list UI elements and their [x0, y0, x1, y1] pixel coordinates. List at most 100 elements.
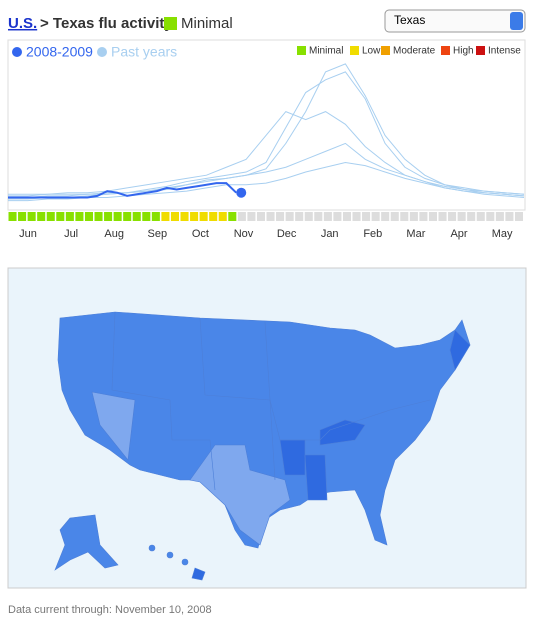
activity-week — [323, 212, 332, 221]
us-mainland — [57, 311, 471, 549]
current-point — [236, 187, 247, 198]
month-label: Mar — [406, 228, 425, 240]
activity-week — [151, 212, 160, 221]
month-label: Jan — [321, 228, 339, 240]
hawaii — [181, 558, 189, 566]
chart: 2008-2009 Past years Minimal Low Moderate Hig… — [8, 44, 525, 240]
activity-swatch — [350, 46, 359, 55]
activity-week — [457, 212, 466, 221]
activity-week — [428, 212, 437, 221]
past-year-line — [8, 161, 525, 202]
legend-label: Past years — [111, 44, 177, 60]
activity-week — [314, 212, 323, 221]
activity-week — [27, 212, 36, 221]
activity-week — [142, 212, 151, 221]
activity-week — [190, 212, 199, 221]
activity-week — [84, 212, 93, 221]
activity-week — [161, 212, 170, 221]
activity-week — [409, 212, 418, 221]
nevada — [91, 391, 136, 461]
activity-week — [180, 212, 189, 221]
month-label: Sep — [148, 228, 168, 240]
activity-week — [362, 212, 371, 221]
select-arrow — [510, 12, 523, 30]
activity-week — [237, 212, 246, 221]
status-swatch — [164, 17, 177, 30]
legend-dot — [97, 47, 107, 57]
month-label: Nov — [234, 228, 254, 240]
activity-week — [94, 212, 103, 221]
past-year-line — [8, 63, 525, 197]
activity-week — [113, 212, 122, 221]
activity-swatch — [381, 46, 390, 55]
us-link[interactable]: U.S. — [8, 15, 37, 32]
month-label: Aug — [104, 228, 124, 240]
activity-week — [495, 212, 504, 221]
activity-week — [218, 212, 227, 221]
activity-week — [486, 212, 495, 221]
activity-week — [514, 212, 523, 221]
activity-week — [104, 212, 113, 221]
texas — [189, 444, 291, 546]
activity-week — [247, 212, 256, 221]
month-label: Jun — [19, 228, 37, 240]
current-line — [8, 182, 237, 199]
activity-week — [256, 212, 265, 221]
activity-label: Low — [362, 46, 381, 57]
hawaii — [148, 544, 156, 552]
month-label: Jul — [64, 228, 78, 240]
activity-week — [476, 212, 485, 221]
month-label: Apr — [450, 228, 467, 240]
hawaii — [166, 551, 174, 559]
month-label: Oct — [192, 228, 209, 240]
activity-label: Intense — [488, 46, 521, 57]
activity-week — [438, 212, 447, 221]
state-borders — [199, 317, 431, 441]
past-year-line — [8, 142, 525, 200]
month-label: May — [492, 228, 513, 240]
past-year-line — [8, 71, 525, 198]
activity-week — [276, 212, 285, 221]
map — [54, 311, 471, 581]
activity-week — [381, 212, 390, 221]
activity-week — [304, 212, 313, 221]
maine — [449, 329, 471, 371]
activity-week — [18, 212, 27, 221]
activity-label: Moderate — [393, 46, 436, 57]
activity-week — [65, 212, 74, 221]
activity-swatch — [297, 46, 306, 55]
footer: Data current through: November 10, 2008 — [8, 604, 212, 616]
select-text: Texas — [394, 13, 425, 27]
activity-week — [400, 212, 409, 221]
activity-week — [467, 212, 476, 221]
legend-dot — [12, 47, 22, 57]
hawaii — [191, 567, 206, 581]
state-select[interactable] — [384, 9, 526, 33]
activity-week — [132, 212, 141, 221]
activity-week — [266, 212, 275, 221]
activity-week — [46, 212, 55, 221]
activity-week — [8, 212, 17, 221]
activity-week — [123, 212, 132, 221]
activity-week — [352, 212, 361, 221]
activity-week — [199, 212, 208, 221]
state-borders — [111, 311, 216, 491]
activity-week — [209, 212, 218, 221]
activity-week — [505, 212, 514, 221]
activity-week — [75, 212, 84, 221]
state-borders — [264, 321, 276, 481]
chart-frame — [7, 39, 526, 211]
month-label: Dec — [277, 228, 297, 240]
activity-week — [390, 212, 399, 221]
activity-swatch — [441, 46, 450, 55]
legend-label: 2008-2009 — [26, 44, 93, 60]
activity-week — [37, 212, 46, 221]
activity-week — [285, 212, 294, 221]
activity-week — [419, 212, 428, 221]
activity-week — [448, 212, 457, 221]
activity-week — [295, 212, 304, 221]
activity-week — [371, 212, 380, 221]
activity-week — [333, 212, 342, 221]
